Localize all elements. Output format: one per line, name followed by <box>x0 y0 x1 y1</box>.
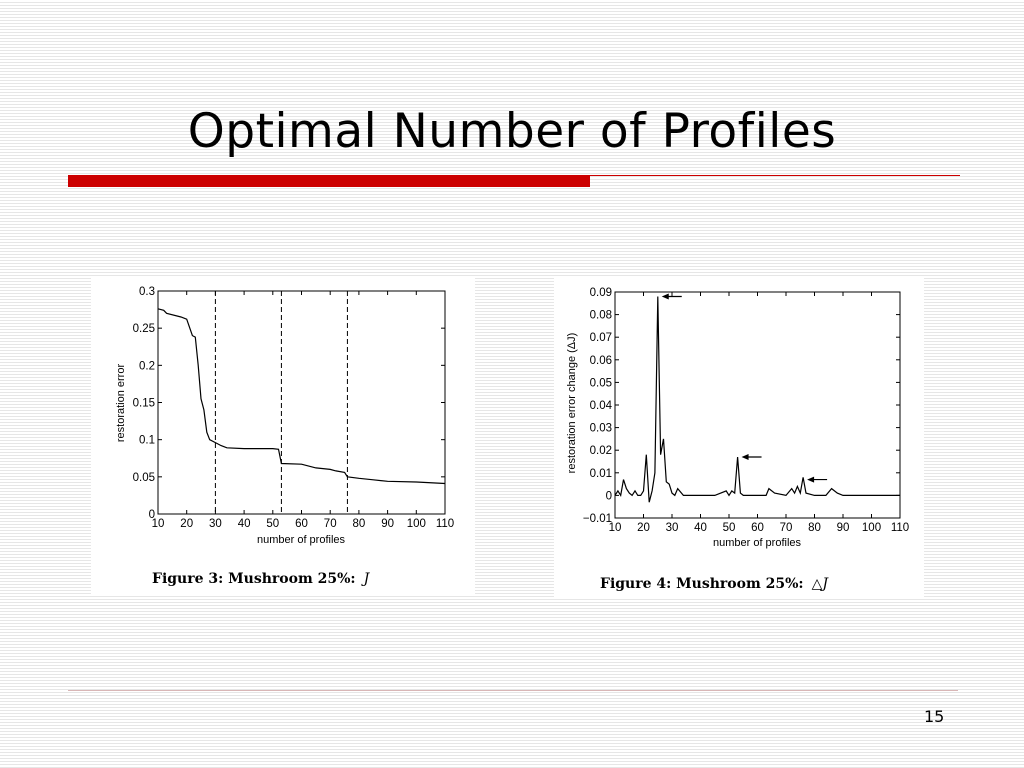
x-tick-label: 60 <box>751 522 764 534</box>
caption-label: Figure 4: Mushroom 25%: <box>600 576 804 592</box>
x-tick-label: 70 <box>780 522 793 534</box>
x-tick-label: 110 <box>891 522 909 534</box>
x-axis-label: number of profiles <box>713 537 802 549</box>
y-tick-label: 0.2 <box>139 360 155 372</box>
peak-arrow-head <box>807 476 815 483</box>
caption-symbol: △J <box>812 576 830 592</box>
y-tick-label: 0.04 <box>590 400 613 412</box>
x-tick-label: 80 <box>353 518 366 530</box>
x-tick-label: 110 <box>436 518 454 530</box>
x-tick-label: 90 <box>381 518 394 530</box>
x-tick-label: 30 <box>209 518 222 530</box>
chart-restoration-error: 10 20 30 40 50 60 70 80 90 100 110 0 0.05 0.1 0.15 0.2… <box>115 286 454 587</box>
y-tick-label: 0.25 <box>133 323 155 335</box>
caption-symbol: J <box>361 571 371 587</box>
y-tick-label: 0.07 <box>590 332 612 344</box>
x-tick-label: 20 <box>180 518 193 530</box>
x-tick-label: 40 <box>238 518 251 530</box>
figure-caption: Figure 4: Mushroom 25%: △J <box>600 576 829 592</box>
y-tick-label: 0.02 <box>590 445 612 457</box>
chart-restoration-error-change: 10 20 30 40 50 60 70 80 90 100 110 −0.01 0 0.01 0.02 0… <box>566 287 909 592</box>
x-tick-label: 60 <box>295 518 308 530</box>
y-tick-label: 0.05 <box>590 377 612 389</box>
slide-number: 15 <box>924 707 945 726</box>
x-tick-label: 40 <box>694 522 707 534</box>
footer-rule <box>68 690 958 691</box>
y-tick-label: 0.1 <box>139 435 155 447</box>
x-tick-label: 100 <box>862 522 881 534</box>
x-axis-label: number of profiles <box>257 534 346 546</box>
y-axis-label: restoration error <box>115 364 127 443</box>
x-tick-label: 70 <box>324 518 337 530</box>
title-underline-rule <box>590 175 960 176</box>
y-tick-label: 0.06 <box>590 355 612 367</box>
figure-caption: Figure 3: Mushroom 25%: J <box>152 571 371 587</box>
x-tick-label: 100 <box>407 518 426 530</box>
series-line-restoration-error <box>157 308 446 485</box>
peak-arrow-head <box>741 453 749 460</box>
x-tick-label: 10 <box>152 518 165 530</box>
caption-label: Figure 3: Mushroom 25%: <box>152 571 356 587</box>
y-tick-label: 0.08 <box>590 310 612 322</box>
x-tick-label: 50 <box>266 518 279 530</box>
slide-title: Optimal Number of Profiles <box>187 104 837 159</box>
y-tick-label: 0.15 <box>133 398 155 410</box>
y-tick-label: 0 <box>149 509 155 521</box>
x-tick-label: 80 <box>808 522 821 534</box>
y-tick-label: 0.05 <box>133 472 155 484</box>
y-tick-label: 0.03 <box>590 423 612 435</box>
peak-arrow-head <box>661 293 669 300</box>
y-tick-label: 0.3 <box>139 286 155 298</box>
series-line-restoration-error-change <box>614 296 900 503</box>
y-tick-label: 0.01 <box>590 468 612 480</box>
x-tick-label: 20 <box>637 522 650 534</box>
figure-4-restoration-error-change: 10 20 30 40 50 60 70 80 90 100 110 −0.01 0 0.01 0.02 0… <box>554 276 924 598</box>
figure-3-restoration-error: 10 20 30 40 50 60 70 80 90 100 110 0 0.05 0.1 0.15 0.2… <box>91 276 475 596</box>
x-tick-label: 10 <box>609 522 622 534</box>
x-tick-label: 90 <box>837 522 850 534</box>
y-axis-label: restoration error change (ΔJ) <box>566 333 578 474</box>
y-tick-label: −0.01 <box>583 513 612 525</box>
x-tick-label: 30 <box>666 522 679 534</box>
y-tick-label: 0.09 <box>590 287 612 299</box>
y-tick-label: 0 <box>606 490 612 502</box>
x-tick-label: 50 <box>723 522 736 534</box>
title-underline-accent <box>68 175 590 187</box>
plot-frame <box>157 290 446 515</box>
